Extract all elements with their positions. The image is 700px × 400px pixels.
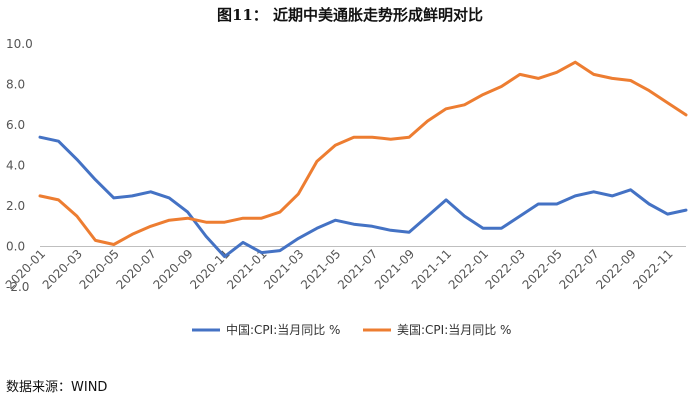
x-tick-label: 2021-03 <box>261 247 306 292</box>
series-line-china-cpi <box>38 135 688 259</box>
y-tick-label: 8.0 <box>6 78 25 92</box>
series-lines <box>38 60 688 259</box>
x-tick-label: 2020-05 <box>77 247 122 292</box>
x-tick-label: 2022-01 <box>446 247 491 292</box>
series-line-us-cpi <box>38 60 688 246</box>
x-tick-label: 2020-09 <box>150 247 195 292</box>
y-tick-label: 0.0 <box>6 240 25 254</box>
y-tick-label: 10.0 <box>6 37 33 51</box>
y-axis-ticks: -2.0 0.0 2.0 4.0 6.0 8.0 10.0 <box>6 37 33 294</box>
legend-label: 美国:CPI:当月同比 % <box>397 323 511 337</box>
x-tick-label: 2021-05 <box>298 247 343 292</box>
y-tick-label: -2.0 <box>6 280 29 294</box>
x-tick-label: 2022-11 <box>630 247 675 292</box>
x-tick-label: 2020-03 <box>40 247 85 292</box>
x-tick-label: 2022-07 <box>556 247 601 292</box>
x-tick-label: 2022-09 <box>593 247 638 292</box>
x-tick-label: 2020-07 <box>114 247 159 292</box>
x-axis-ticks: 2020-012020-032020-052020-072020-092020-… <box>3 247 676 292</box>
x-tick-label: 2021-11 <box>409 247 454 292</box>
y-tick-label: 4.0 <box>6 159 25 173</box>
x-tick-label: 2022-05 <box>520 247 565 292</box>
x-tick-label: 2020-11 <box>187 247 232 292</box>
x-tick-label: 2021-07 <box>335 247 380 292</box>
legend: 中国:CPI:当月同比 % 美国:CPI:当月同比 % <box>192 322 511 337</box>
x-tick-label: 2022-03 <box>483 247 528 292</box>
legend-label: 中国:CPI:当月同比 % <box>226 322 340 337</box>
x-tick-label: 2021-09 <box>372 247 417 292</box>
y-tick-label: 2.0 <box>6 199 25 213</box>
chart-title: 图11： 近期中美通胀走势形成鲜明对比 <box>216 6 484 24</box>
data-source: 数据来源：WIND <box>6 380 108 395</box>
y-tick-label: 6.0 <box>6 118 25 132</box>
